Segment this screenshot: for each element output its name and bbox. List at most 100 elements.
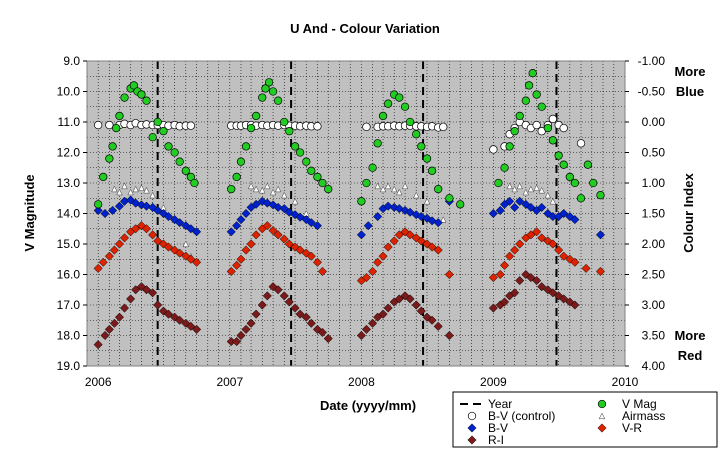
legend-label-v-mag: V Mag — [622, 397, 657, 411]
legend: Year V Mag B-V (control) Airmass B-V V-R R-I — [452, 391, 718, 448]
v-mag-point — [142, 96, 151, 105]
b-v-point — [543, 208, 553, 219]
v-r-point — [532, 227, 542, 237]
r-i-point — [109, 318, 119, 328]
right-tick-label: -0.50 — [638, 85, 666, 99]
v-mag-point — [105, 154, 114, 163]
b-v-point — [226, 227, 236, 237]
b-v-point — [505, 196, 515, 206]
left-tick-label: 13.0 — [57, 176, 81, 190]
b-v-point — [232, 221, 242, 231]
right-tick-label: 1.50 — [642, 207, 666, 221]
legend-swatch-v-r — [597, 423, 607, 433]
v-r-point — [192, 257, 202, 267]
b-v-point — [306, 218, 316, 228]
x-tick-label: 2009 — [480, 375, 507, 389]
v-mag-point — [434, 184, 443, 194]
r-i-point — [93, 340, 103, 350]
b-v-point — [141, 201, 152, 211]
b-v-control-point — [576, 139, 586, 148]
r-i-point — [104, 324, 114, 334]
r-i-point — [559, 294, 569, 304]
v-r-point — [295, 245, 305, 255]
b-v-control-point — [105, 120, 114, 130]
v-r-point — [526, 230, 536, 240]
r-i-point — [444, 330, 454, 341]
r-i-point — [488, 303, 498, 313]
r-i-point — [565, 297, 575, 307]
v-r-point — [284, 239, 294, 249]
airmass-point — [396, 188, 403, 196]
airmass-point — [538, 186, 545, 194]
r-i-point — [236, 330, 246, 341]
left-tick-label: 15.0 — [57, 237, 81, 251]
airmass-point — [506, 182, 513, 190]
v-r-point — [163, 242, 174, 252]
v-mag-point — [357, 197, 366, 206]
v-mag-point — [510, 126, 519, 136]
v-r-point — [548, 239, 558, 249]
b-v-point — [526, 202, 536, 212]
left-tick-label: 9.0 — [63, 54, 80, 68]
r-i-point — [257, 300, 267, 310]
airmass-point — [182, 240, 190, 248]
r-i-point — [378, 309, 388, 319]
v-r-point — [554, 245, 564, 255]
legend-swatch-b-v-control — [467, 411, 477, 421]
airmass-point — [391, 185, 398, 193]
v-r-point — [317, 266, 328, 277]
r-i-point — [548, 288, 558, 298]
r-i-point — [241, 324, 251, 334]
airmass-point — [247, 182, 255, 190]
right-tick-label: 3.00 — [642, 298, 666, 312]
v-r-point — [273, 230, 283, 240]
v-mag-point — [565, 172, 574, 182]
v-r-point — [241, 245, 251, 255]
v-mag-point — [236, 157, 246, 166]
b-v-control-point — [532, 120, 541, 130]
legend-label-r-i: R-I — [488, 433, 504, 447]
v-mag-point — [181, 166, 190, 175]
r-i-point — [153, 300, 163, 310]
r-i-point — [500, 297, 510, 307]
right-tick-label: 3.50 — [642, 329, 666, 343]
v-r-point — [158, 239, 168, 249]
v-mag-point — [427, 166, 437, 175]
airmass-point — [274, 185, 282, 193]
v-mag-point — [589, 178, 598, 188]
b-v-control-point — [362, 122, 371, 132]
legend-swatch-airmass — [598, 412, 606, 420]
b-v-point — [186, 224, 196, 234]
r-i-point — [356, 330, 366, 341]
v-r-point — [444, 269, 454, 280]
v-mag-point — [368, 163, 377, 172]
r-i-point — [163, 309, 174, 319]
v-mag-point — [137, 90, 146, 99]
b-v-point — [565, 211, 575, 222]
v-r-point — [268, 226, 278, 236]
v-r-point — [488, 272, 498, 283]
airmass-point — [121, 182, 128, 190]
airmass-point — [281, 191, 288, 199]
b-v-point — [515, 196, 525, 206]
b-v-point — [356, 230, 366, 240]
v-mag-point — [570, 178, 580, 188]
v-r-point — [373, 257, 383, 267]
r-i-point — [119, 303, 130, 313]
x-tick-label: 2006 — [85, 375, 112, 389]
v-r-point — [565, 254, 575, 264]
v-mag-point — [417, 142, 426, 151]
v-mag-point — [412, 130, 421, 139]
v-mag-point — [232, 172, 241, 182]
b-v-point — [93, 205, 103, 216]
r-i-point — [290, 303, 300, 313]
v-r-point — [505, 251, 515, 261]
v-mag-point — [164, 142, 173, 151]
legend-label-b-v-control: B-V (control) — [488, 409, 555, 423]
legend-label-b-v: B-V — [488, 421, 508, 435]
v-r-point — [104, 251, 114, 261]
v-r-point — [109, 245, 119, 255]
legend-swatch-b-v — [467, 423, 477, 433]
annotation-more-red-line2: Red — [678, 348, 703, 363]
r-i-point — [246, 318, 256, 328]
